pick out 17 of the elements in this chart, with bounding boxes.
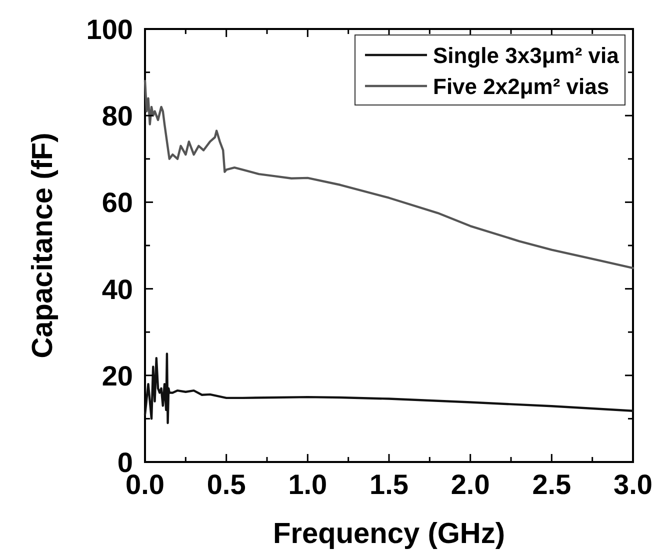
x-tick-label: 2.0 xyxy=(450,469,490,500)
y-tick-label: 60 xyxy=(102,187,133,218)
x-tick-label: 1.5 xyxy=(370,469,408,500)
x-tick-label: 0.5 xyxy=(206,469,246,500)
x-tick-label: 2.5 xyxy=(532,469,572,500)
x-tick-label: 1.0 xyxy=(288,469,328,500)
y-tick-label: 100 xyxy=(86,14,133,45)
x-tick-label: 3.0 xyxy=(614,469,652,500)
x-axis-title: Frequency (GHz) xyxy=(272,518,506,550)
legend-label: Five 2x2μm² vias xyxy=(433,74,610,99)
y-tick-label: 20 xyxy=(102,360,133,392)
line-series xyxy=(144,352,634,424)
legend-label: Single 3x3μm² via xyxy=(433,43,620,68)
y-axis-title: Capacitance (fF) xyxy=(27,132,59,358)
line-series xyxy=(144,80,634,270)
y-tick-label: 80 xyxy=(102,100,133,132)
y-tick-label: 40 xyxy=(102,274,133,305)
